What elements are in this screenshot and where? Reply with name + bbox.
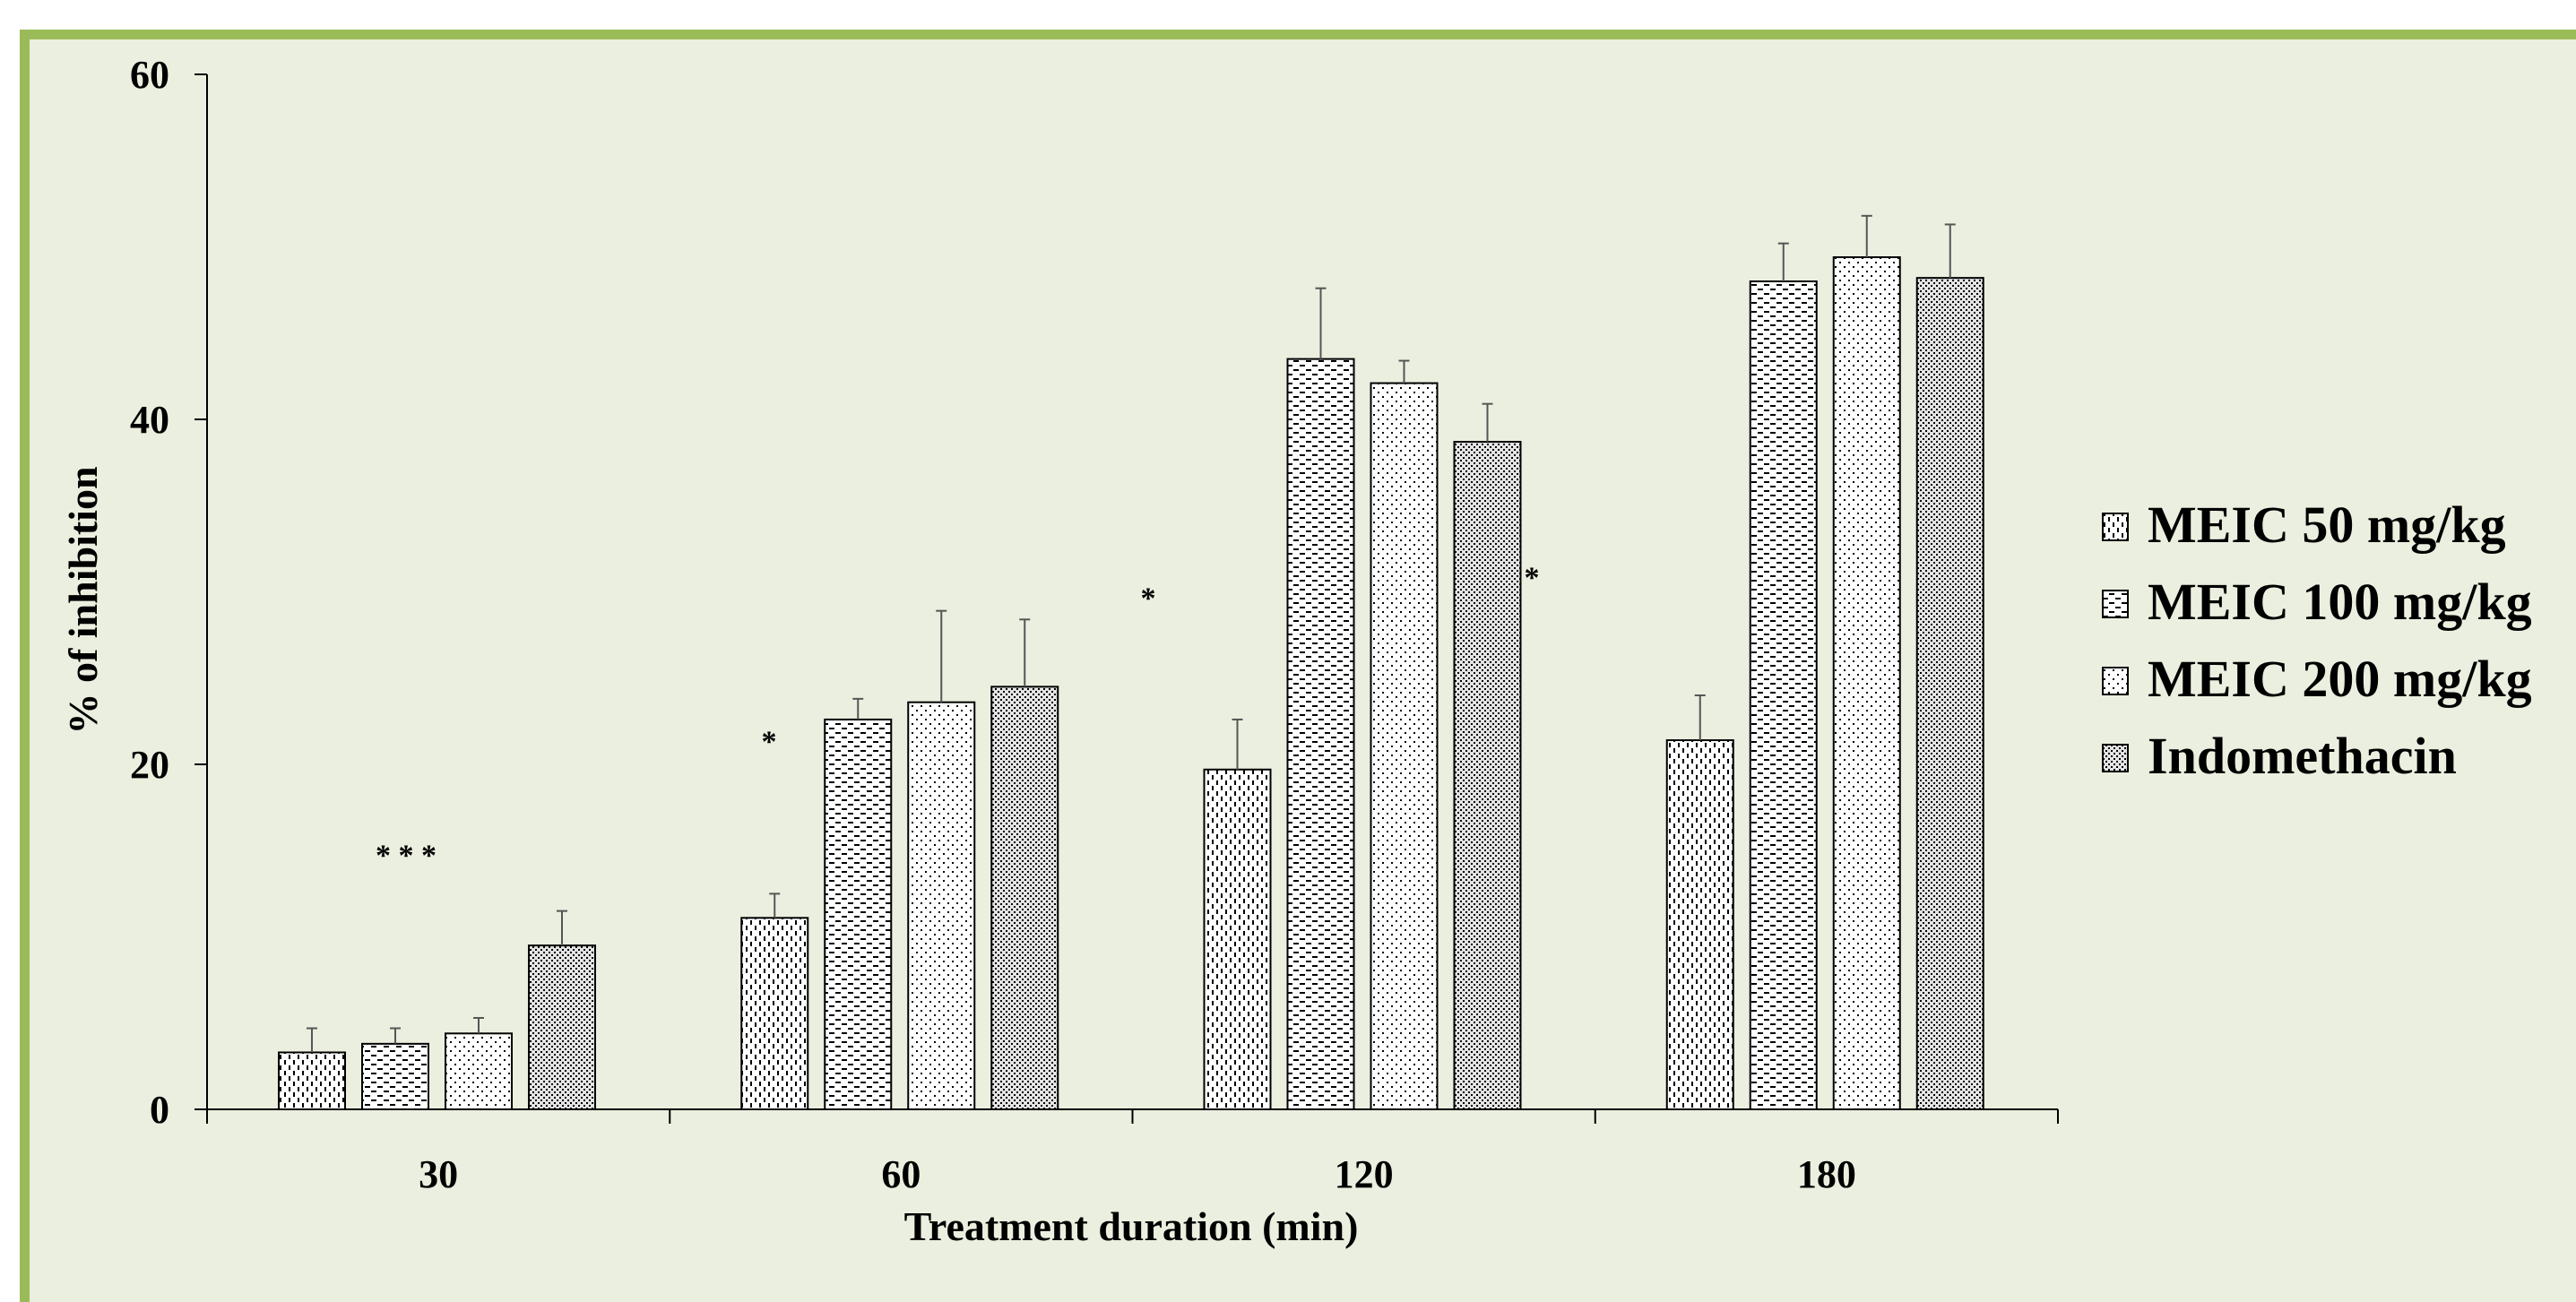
bar (1370, 382, 1439, 1110)
legend-label: MEIC 200 mg/kg (2148, 650, 2532, 708)
significance-marker: * (1525, 561, 1540, 594)
significance-marker: * * * (376, 839, 437, 872)
significance-marker: * (1141, 582, 1156, 616)
x-tick-label: 30 (419, 1152, 458, 1196)
bar (1203, 768, 1272, 1111)
bar (445, 1032, 513, 1111)
bar (1832, 256, 1901, 1110)
bar-chart: 0 20 40 60 30 60 120 180 * * * * * * Treatment dur… (60, 53, 2532, 1249)
legend-label: MEIC 50 mg/kg (2148, 496, 2506, 554)
bar (824, 718, 893, 1110)
legend-swatch (2102, 513, 2129, 541)
y-tick-label: 0 (150, 1088, 169, 1132)
x-tick-label: 120 (1335, 1152, 1394, 1196)
y-tick-label: 60 (130, 53, 169, 97)
bar (740, 917, 809, 1110)
bar (361, 1042, 429, 1110)
bar (990, 685, 1059, 1110)
bar (1286, 358, 1355, 1110)
y-tick-label: 20 (130, 743, 169, 787)
legend-label: MEIC 100 mg/kg (2148, 573, 2532, 631)
legend-swatch (2102, 667, 2129, 695)
legend-swatch (2102, 744, 2129, 772)
bars (278, 214, 1984, 1111)
significance-markers: * * * * * * (376, 561, 1540, 872)
x-axis-label: Treatment duration (min) (904, 1203, 1359, 1249)
x-tick-label: 180 (1797, 1152, 1856, 1196)
bar (528, 944, 596, 1110)
y-tick-label: 40 (130, 398, 169, 442)
legend-label: Indomethacin (2148, 727, 2457, 785)
significance-marker: * (762, 725, 777, 758)
bar (1665, 739, 1734, 1110)
bar (1749, 280, 1818, 1110)
legend-swatch (2102, 590, 2129, 618)
x-tick-label: 60 (881, 1152, 921, 1196)
bar (1915, 277, 1984, 1110)
bar (907, 701, 976, 1110)
y-axis-label: % of inhibition (60, 466, 106, 734)
bar (1453, 441, 1522, 1110)
bar (278, 1051, 346, 1110)
legend: MEIC 50 mg/kg MEIC 100 mg/kg MEIC 200 mg/k… (2102, 496, 2532, 785)
